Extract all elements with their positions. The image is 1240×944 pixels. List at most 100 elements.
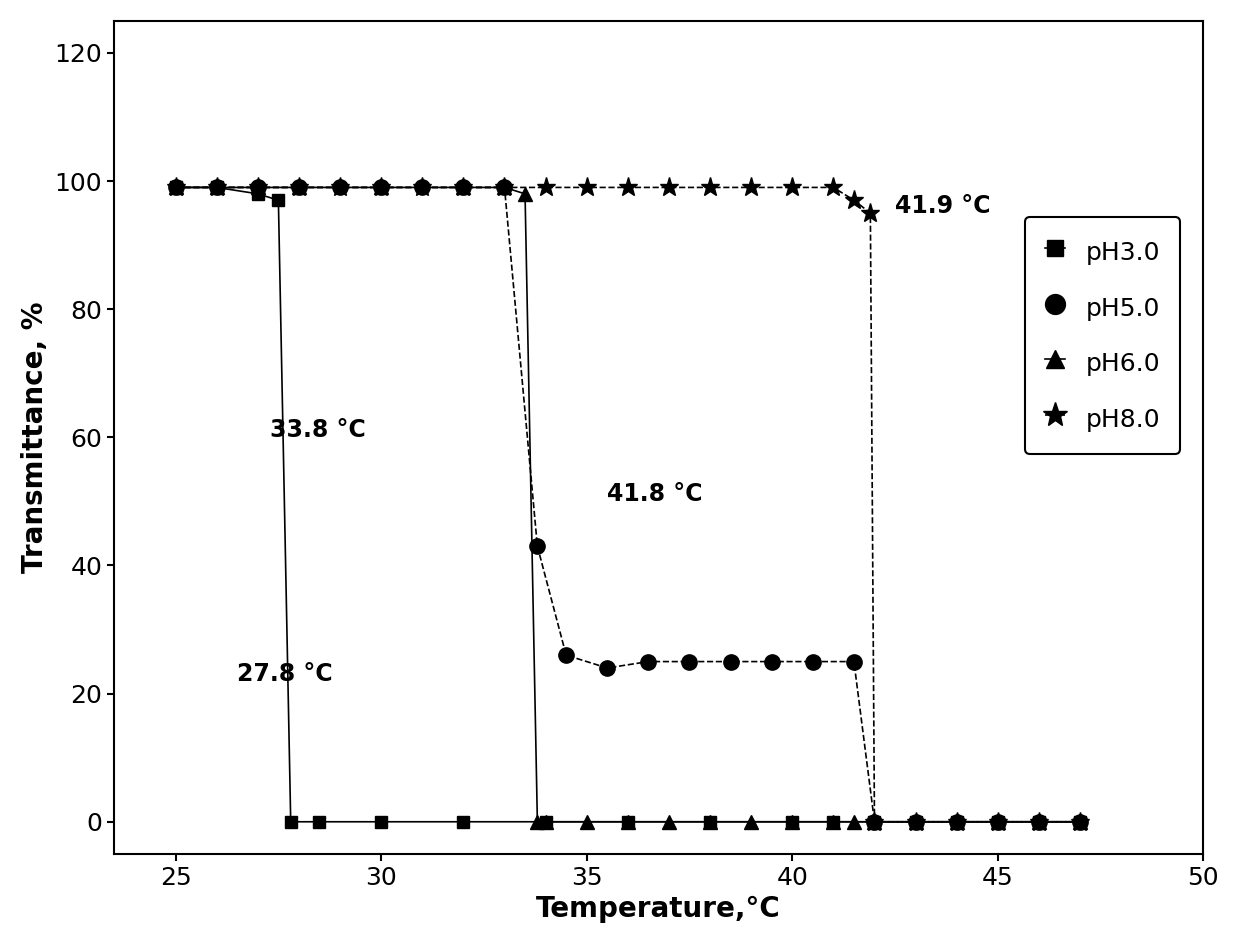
- pH5.0: [764, 656, 779, 667]
- pH8.0: [250, 182, 265, 194]
- pH5.0: [641, 656, 656, 667]
- pH5.0: [529, 541, 544, 552]
- pH6.0: [991, 817, 1006, 828]
- pH8.0: [703, 182, 718, 194]
- pH8.0: [826, 182, 841, 194]
- pH3.0: [950, 817, 965, 828]
- pH6.0: [908, 817, 923, 828]
- pH3.0: [283, 817, 298, 828]
- pH8.0: [991, 817, 1006, 828]
- Text: 33.8 °C: 33.8 °C: [270, 418, 366, 443]
- pH6.0: [538, 817, 553, 828]
- pH8.0: [863, 208, 878, 219]
- pH6.0: [826, 817, 841, 828]
- pH3.0: [272, 194, 286, 206]
- pH6.0: [579, 817, 594, 828]
- pH6.0: [620, 817, 635, 828]
- pH3.0: [703, 817, 718, 828]
- pH5.0: [908, 817, 923, 828]
- pH8.0: [950, 817, 965, 828]
- pH3.0: [1073, 817, 1087, 828]
- pH8.0: [538, 182, 553, 194]
- pH6.0: [169, 182, 184, 194]
- pH6.0: [661, 817, 676, 828]
- pH6.0: [291, 182, 306, 194]
- Text: 27.8 °C: 27.8 °C: [237, 662, 332, 685]
- pH8.0: [867, 817, 882, 828]
- pH5.0: [847, 656, 862, 667]
- pH8.0: [1032, 817, 1047, 828]
- pH8.0: [291, 182, 306, 194]
- pH8.0: [847, 194, 862, 206]
- pH8.0: [373, 182, 388, 194]
- pH6.0: [497, 182, 512, 194]
- pH8.0: [497, 182, 512, 194]
- pH3.0: [867, 817, 882, 828]
- Text: 41.8 °C: 41.8 °C: [608, 482, 703, 506]
- Line: pH8.0: pH8.0: [166, 177, 1090, 832]
- pH6.0: [1032, 817, 1047, 828]
- pH8.0: [579, 182, 594, 194]
- pH5.0: [1073, 817, 1087, 828]
- pH5.0: [559, 649, 574, 661]
- pH8.0: [661, 182, 676, 194]
- pH3.0: [826, 817, 841, 828]
- pH6.0: [744, 817, 759, 828]
- pH8.0: [169, 182, 184, 194]
- Legend: pH3.0, pH5.0, pH6.0, pH8.0: pH3.0, pH5.0, pH6.0, pH8.0: [1025, 216, 1180, 453]
- pH8.0: [744, 182, 759, 194]
- pH5.0: [867, 817, 882, 828]
- pH5.0: [250, 182, 265, 194]
- pH3.0: [456, 817, 471, 828]
- pH8.0: [210, 182, 224, 194]
- pH6.0: [867, 817, 882, 828]
- pH3.0: [312, 817, 327, 828]
- pH6.0: [250, 182, 265, 194]
- Line: pH6.0: pH6.0: [169, 180, 1087, 829]
- pH5.0: [497, 182, 512, 194]
- pH5.0: [950, 817, 965, 828]
- pH6.0: [950, 817, 965, 828]
- pH5.0: [169, 182, 184, 194]
- pH3.0: [785, 817, 800, 828]
- pH5.0: [456, 182, 471, 194]
- pH3.0: [250, 188, 265, 199]
- pH5.0: [332, 182, 347, 194]
- pH3.0: [210, 182, 224, 194]
- pH5.0: [373, 182, 388, 194]
- pH6.0: [1073, 817, 1087, 828]
- pH3.0: [373, 817, 388, 828]
- Line: pH5.0: pH5.0: [167, 179, 1087, 830]
- pH3.0: [991, 817, 1006, 828]
- Line: pH3.0: pH3.0: [170, 181, 1086, 828]
- pH6.0: [785, 817, 800, 828]
- pH5.0: [291, 182, 306, 194]
- pH5.0: [1032, 817, 1047, 828]
- pH5.0: [682, 656, 697, 667]
- pH5.0: [723, 656, 738, 667]
- pH5.0: [600, 663, 615, 674]
- pH3.0: [538, 817, 553, 828]
- Text: 41.9 °C: 41.9 °C: [895, 194, 991, 218]
- pH5.0: [805, 656, 820, 667]
- pH6.0: [210, 182, 224, 194]
- pH6.0: [703, 817, 718, 828]
- pH8.0: [415, 182, 430, 194]
- pH6.0: [847, 817, 862, 828]
- pH3.0: [1032, 817, 1047, 828]
- Y-axis label: Transmittance, %: Transmittance, %: [21, 301, 48, 573]
- pH6.0: [517, 188, 532, 199]
- pH3.0: [908, 817, 923, 828]
- pH3.0: [620, 817, 635, 828]
- pH5.0: [210, 182, 224, 194]
- pH8.0: [785, 182, 800, 194]
- pH5.0: [415, 182, 430, 194]
- pH6.0: [456, 182, 471, 194]
- pH8.0: [456, 182, 471, 194]
- X-axis label: Temperature,°C: Temperature,°C: [536, 895, 781, 923]
- pH8.0: [620, 182, 635, 194]
- pH6.0: [529, 817, 544, 828]
- pH8.0: [332, 182, 347, 194]
- pH8.0: [908, 817, 923, 828]
- pH5.0: [991, 817, 1006, 828]
